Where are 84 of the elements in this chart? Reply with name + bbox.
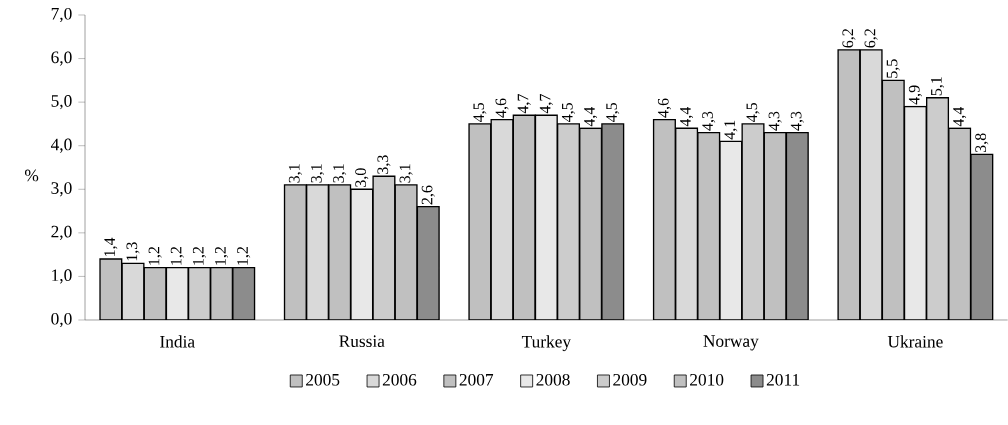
- y-tick-label: 1,0: [52, 269, 72, 284]
- bar: [719, 140, 743, 320]
- data-label: 2,6: [421, 185, 435, 205]
- data-label: 3,1: [333, 164, 347, 183]
- data-label: 1,2: [148, 247, 162, 265]
- data-label: 4,4: [953, 106, 967, 127]
- bar: [741, 123, 765, 320]
- data-label: 4,6: [657, 98, 671, 118]
- data-label: 4,4: [680, 106, 694, 127]
- bar: [468, 123, 492, 320]
- bar: [859, 49, 883, 320]
- data-label: 3,1: [288, 164, 302, 183]
- bar: [306, 184, 330, 320]
- bar: [490, 118, 514, 320]
- data-label: 3,3: [377, 155, 391, 174]
- bar: [394, 184, 418, 320]
- data-label: 4,5: [473, 102, 487, 123]
- data-label: 1,2: [192, 247, 206, 265]
- data-label: 4,5: [746, 102, 760, 123]
- data-label: 1,2: [215, 247, 229, 265]
- bar: [837, 49, 861, 320]
- data-label: 6,2: [864, 29, 878, 48]
- legend-label: 2009: [613, 373, 647, 386]
- y-tick-label: 7,0: [51, 7, 72, 23]
- bar: [970, 153, 994, 320]
- legend-label: 2005: [306, 373, 340, 386]
- data-label: 3,1: [399, 164, 413, 183]
- bar: [232, 267, 256, 320]
- data-label: 1,2: [170, 247, 184, 265]
- y-tick-label: 2,0: [51, 225, 72, 240]
- bar: [652, 118, 676, 320]
- data-label: 4,5: [561, 102, 575, 123]
- bar: [416, 206, 440, 320]
- data-label: 3,8: [975, 133, 989, 153]
- data-label: 1,2: [237, 247, 251, 265]
- bar: [534, 114, 558, 320]
- data-label: 5,1: [931, 77, 945, 96]
- bar: [283, 184, 307, 320]
- bar: [512, 114, 536, 320]
- legend-label: 2008: [536, 373, 570, 386]
- bar: [697, 131, 721, 320]
- data-label: 4,9: [908, 85, 922, 105]
- data-label: 4,5: [606, 102, 620, 123]
- legend-label: 2006: [382, 373, 417, 386]
- y-axis-title: %: [24, 169, 39, 182]
- bar: [350, 188, 374, 320]
- data-label: 4,1: [724, 120, 738, 140]
- x-tick-label: Ukraine: [887, 335, 943, 348]
- data-label: 4,3: [790, 111, 804, 131]
- bar: [328, 184, 352, 320]
- bar: [165, 267, 189, 320]
- y-tick-label: 0,0: [51, 312, 72, 328]
- data-label: 3,0: [355, 168, 369, 187]
- bar: [143, 267, 167, 320]
- x-tick-label: Norway: [703, 335, 759, 351]
- x-tick-label: Russia: [339, 335, 385, 348]
- data-label: 4,3: [702, 111, 716, 131]
- y-tick-label: 6,0: [51, 51, 72, 66]
- data-label: 6,2: [842, 29, 856, 48]
- data-label: 3,1: [310, 164, 325, 183]
- data-label: 5,5: [886, 59, 900, 78]
- bar: [601, 123, 625, 320]
- data-label: 4,4: [584, 106, 598, 127]
- data-label: 1,3: [126, 242, 140, 261]
- bar: [785, 131, 809, 320]
- y-tick-label: 4,0: [50, 138, 72, 153]
- data-label: 4,3: [768, 111, 782, 131]
- x-tick-label: India: [160, 335, 195, 348]
- y-tick-label: 3,0: [51, 182, 72, 197]
- data-label: 1,4: [104, 237, 118, 256]
- bar: [372, 175, 396, 320]
- bar: [881, 79, 905, 320]
- bar: [903, 105, 927, 320]
- data-label: 4,7: [517, 94, 531, 114]
- bar: [675, 127, 699, 320]
- legend-label: 2011: [766, 373, 800, 386]
- x-tick-label: Turkey: [521, 335, 571, 352]
- legend-label: 2007: [459, 373, 494, 386]
- legend-label: 2010: [690, 373, 724, 386]
- y-tick-label: 5,0: [51, 95, 72, 110]
- bar: [763, 131, 787, 320]
- bar: [121, 262, 145, 320]
- data-label: 4,7: [539, 94, 553, 114]
- data-label: 4,6: [495, 98, 509, 118]
